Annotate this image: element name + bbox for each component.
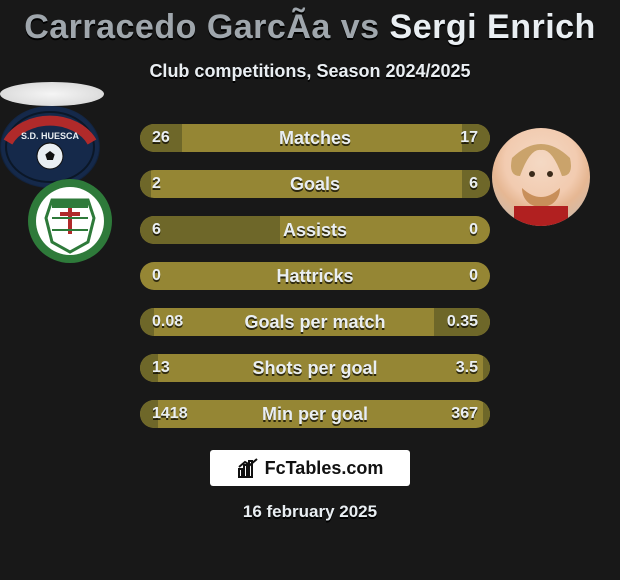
stat-label: Matches <box>140 124 490 152</box>
comparison-bars: 2617Matches26Goals60Assists00Hattricks0.… <box>140 124 490 446</box>
brand-box: FcTables.com <box>210 450 410 486</box>
brand-icon <box>237 457 259 479</box>
date-text: 16 february 2025 <box>0 502 620 522</box>
title-player1: Carracedo GarcÃ­a <box>24 8 331 46</box>
stat-fill-right <box>434 308 490 336</box>
stat-value-left: 0 <box>152 262 161 290</box>
brand-text: FcTables.com <box>265 458 384 479</box>
comparison-title: Carracedo GarcÃ­a vs Sergi Enrich <box>0 0 620 47</box>
stat-value-left: 0.08 <box>152 308 183 336</box>
svg-text:S.D. HUESCA: S.D. HUESCA <box>21 131 80 141</box>
stat-fill-right <box>462 170 490 198</box>
stat-fill-right <box>483 400 490 428</box>
stat-fill-right <box>462 124 490 152</box>
title-vs: vs <box>341 8 380 46</box>
stat-fill-left <box>140 400 158 428</box>
player1-avatar <box>0 82 104 106</box>
stat-fill-left <box>140 124 182 152</box>
stat-row: 0 0Hattricks <box>140 262 490 290</box>
stat-fill-left <box>140 170 151 198</box>
stat-value-right: 3.5 <box>456 354 478 382</box>
stat-label: Goals <box>140 170 490 198</box>
subtitle: Club competitions, Season 2024/2025 <box>0 61 620 82</box>
player2-avatar <box>492 128 590 226</box>
stat-fill-left <box>140 308 154 336</box>
stat-value-right: 0 <box>469 216 478 244</box>
stat-fill-right <box>483 354 490 382</box>
stat-fill-left <box>140 216 280 244</box>
stat-row: 1418367Min per goal <box>140 400 490 428</box>
stat-row: 2617Matches <box>140 124 490 152</box>
stat-row: 133.5Shots per goal <box>140 354 490 382</box>
stat-value-right: 0 <box>469 262 478 290</box>
stat-label: Shots per goal <box>140 354 490 382</box>
stat-row: 26Goals <box>140 170 490 198</box>
title-player2: Sergi Enrich <box>390 8 596 46</box>
stat-label: Min per goal <box>140 400 490 428</box>
player1-club-badge <box>20 178 120 264</box>
stat-label: Hattricks <box>140 262 490 290</box>
player2-club-badge: S.D. HUESCA <box>0 106 100 188</box>
stat-row: 60Assists <box>140 216 490 244</box>
stat-value-left: 2 <box>152 170 161 198</box>
stat-value-right: 367 <box>451 400 478 428</box>
stat-fill-left <box>140 354 158 382</box>
stat-row: 0.080.35Goals per match <box>140 308 490 336</box>
